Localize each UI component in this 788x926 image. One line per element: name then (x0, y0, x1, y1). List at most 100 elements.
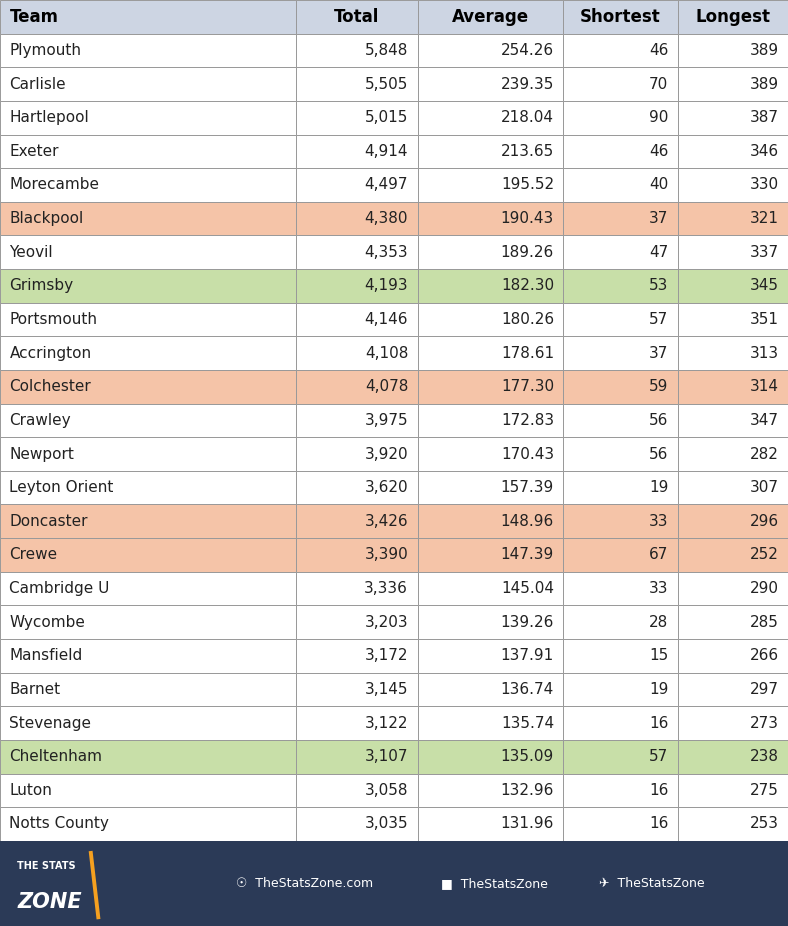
Text: 195.52: 195.52 (501, 178, 554, 193)
Bar (563, 269, 678, 303)
Text: 254.26: 254.26 (501, 43, 554, 58)
Bar (678, 269, 788, 303)
Bar (296, 606, 418, 639)
Bar (678, 707, 788, 740)
Text: Crewe: Crewe (9, 547, 58, 562)
Bar (0, 773, 296, 807)
Bar (678, 370, 788, 404)
Bar (0, 33, 296, 68)
Bar (296, 538, 418, 571)
Text: 285: 285 (749, 615, 779, 630)
Text: 321: 321 (749, 211, 779, 226)
Bar (296, 707, 418, 740)
Text: Grimsby: Grimsby (9, 279, 73, 294)
Bar (296, 336, 418, 370)
Bar (418, 33, 563, 68)
Text: 275: 275 (749, 782, 779, 798)
Bar (0, 169, 296, 202)
Text: 3,426: 3,426 (365, 514, 408, 529)
Text: Morecambe: Morecambe (9, 178, 99, 193)
Bar (418, 606, 563, 639)
Text: Mansfield: Mansfield (9, 648, 83, 663)
Bar (563, 606, 678, 639)
Bar (563, 235, 678, 269)
Bar (418, 68, 563, 101)
Bar (418, 202, 563, 235)
Text: 4,193: 4,193 (365, 279, 408, 294)
Text: Colchester: Colchester (9, 380, 91, 394)
Bar (418, 169, 563, 202)
Bar (418, 639, 563, 672)
Bar (563, 169, 678, 202)
Text: ■  TheStatsZone: ■ TheStatsZone (441, 877, 548, 890)
Bar (563, 404, 678, 437)
Bar (0, 370, 296, 404)
Text: 53: 53 (649, 279, 668, 294)
Text: 70: 70 (649, 77, 668, 92)
Bar (563, 0, 678, 33)
Bar (563, 807, 678, 841)
Bar (563, 437, 678, 470)
Text: 67: 67 (649, 547, 668, 562)
Text: 4,146: 4,146 (365, 312, 408, 327)
Text: 19: 19 (649, 682, 668, 697)
Bar (0, 269, 296, 303)
Text: 40: 40 (649, 178, 668, 193)
Bar (678, 101, 788, 134)
Text: 56: 56 (649, 446, 668, 461)
Bar (678, 169, 788, 202)
Text: Plymouth: Plymouth (9, 43, 81, 58)
Text: 131.96: 131.96 (500, 817, 554, 832)
Bar (563, 303, 678, 336)
Text: 170.43: 170.43 (501, 446, 554, 461)
Bar (418, 740, 563, 773)
Text: 4,497: 4,497 (365, 178, 408, 193)
Text: ✈  TheStatsZone: ✈ TheStatsZone (599, 877, 704, 890)
Bar (296, 101, 418, 134)
Text: 3,390: 3,390 (364, 547, 408, 562)
Text: 157.39: 157.39 (500, 481, 554, 495)
Bar (0, 470, 296, 505)
Text: Hartlepool: Hartlepool (9, 110, 89, 125)
Text: 253: 253 (749, 817, 779, 832)
Bar (0, 0, 296, 33)
Text: 3,035: 3,035 (365, 817, 408, 832)
Bar (678, 538, 788, 571)
Text: Longest: Longest (695, 7, 771, 26)
Text: 33: 33 (649, 582, 668, 596)
Bar (563, 740, 678, 773)
Text: 16: 16 (649, 817, 668, 832)
Text: 147.39: 147.39 (500, 547, 554, 562)
Bar (563, 101, 678, 134)
Bar (418, 672, 563, 707)
Text: 172.83: 172.83 (501, 413, 554, 428)
Text: 135.74: 135.74 (501, 716, 554, 731)
Text: Doncaster: Doncaster (9, 514, 88, 529)
Bar (418, 134, 563, 169)
Text: 273: 273 (749, 716, 779, 731)
Bar (418, 437, 563, 470)
Text: 290: 290 (749, 582, 779, 596)
Text: 33: 33 (649, 514, 668, 529)
Bar (563, 505, 678, 538)
Text: Accrington: Accrington (9, 345, 91, 360)
Bar (296, 303, 418, 336)
Bar (563, 639, 678, 672)
Bar (0, 538, 296, 571)
Text: 297: 297 (749, 682, 779, 697)
Bar (678, 571, 788, 606)
Bar (0, 505, 296, 538)
Text: 132.96: 132.96 (500, 782, 554, 798)
Bar (296, 807, 418, 841)
Text: 37: 37 (649, 345, 668, 360)
Text: 238: 238 (749, 749, 779, 764)
Bar (563, 370, 678, 404)
Bar (0, 606, 296, 639)
Text: 3,058: 3,058 (365, 782, 408, 798)
Bar (678, 505, 788, 538)
Bar (563, 33, 678, 68)
Bar (563, 672, 678, 707)
Bar (563, 202, 678, 235)
Bar (563, 470, 678, 505)
Text: Crawley: Crawley (9, 413, 71, 428)
